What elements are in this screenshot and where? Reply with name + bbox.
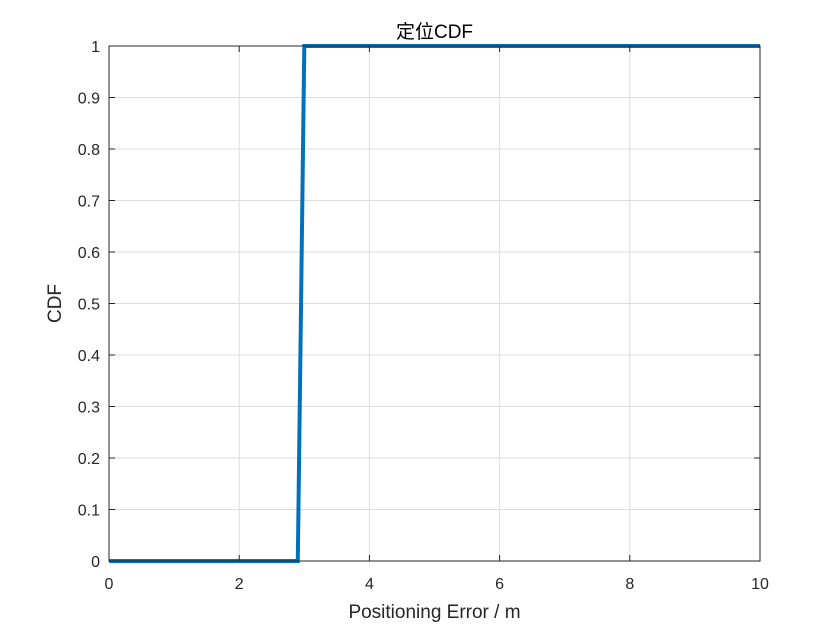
y-tick-label: 0 [91, 554, 100, 571]
grid-lines [109, 46, 760, 561]
y-tick-label: 0.2 [78, 451, 100, 468]
tick-marks [108, 45, 761, 562]
x-tick-label: 6 [495, 576, 504, 593]
x-axis-title: Positioning Error / m [348, 602, 520, 623]
x-tick-label: 8 [625, 576, 634, 593]
x-tick-label: 2 [235, 576, 244, 593]
chart-title: 定位CDF [396, 21, 473, 43]
y-tick-labels: 0 0.1 0.2 0.3 0.4 0.5 0.6 0.7 0.8 0.9 1 [78, 39, 100, 571]
y-tick-label: 0.8 [78, 142, 100, 159]
y-tick-label: 0.3 [78, 400, 100, 417]
x-tick-label: 4 [365, 576, 374, 593]
y-tick-label: 0.1 [78, 503, 100, 520]
y-tick-label: 1 [91, 39, 100, 56]
x-tick-label: 10 [751, 576, 769, 593]
y-tick-label: 0.5 [78, 297, 100, 314]
x-tick-labels: 0 2 4 6 8 10 [105, 576, 769, 593]
x-tick-label: 0 [105, 576, 114, 593]
y-tick-label: 0.6 [78, 245, 100, 262]
y-tick-label: 0.7 [78, 194, 100, 211]
y-axis-title: CDF [45, 284, 66, 323]
y-tick-label: 0.9 [78, 91, 100, 108]
y-tick-label: 0.4 [78, 348, 100, 365]
